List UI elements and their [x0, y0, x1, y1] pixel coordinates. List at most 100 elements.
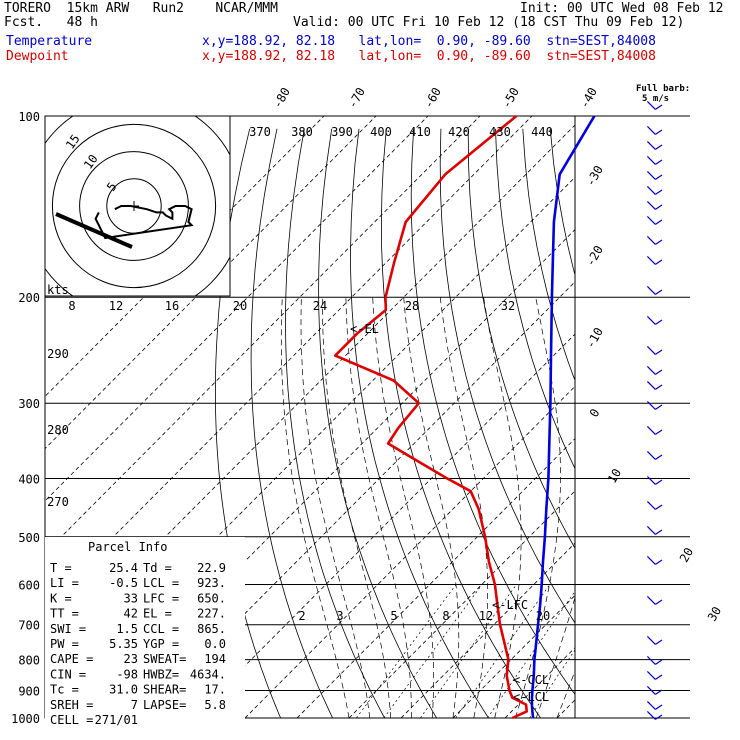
wind-barb	[646, 215, 663, 225]
parcel-value: 33	[124, 591, 138, 605]
barb-flag	[646, 155, 656, 165]
plot-frame	[44, 115, 576, 719]
dry-adiabat	[549, 128, 575, 277]
barb-flag	[646, 555, 656, 565]
barb-flag	[646, 655, 656, 665]
barb-flag	[646, 170, 656, 180]
wind-barb	[646, 380, 663, 390]
parcel-key: LAPSE=	[143, 698, 186, 712]
wind-barb	[646, 655, 663, 665]
barb-flag	[646, 345, 656, 355]
wind-barb	[646, 425, 663, 435]
barb-shaft	[655, 479, 663, 485]
isotherm-label: -50	[499, 85, 522, 111]
barb-shaft	[655, 104, 663, 110]
barb-shaft	[655, 404, 663, 410]
legend-temperature: Temperature	[6, 34, 93, 49]
parcel-key: YGP =	[143, 637, 179, 651]
theta-label: 370	[249, 125, 271, 139]
speed-tick-label: 8	[68, 299, 75, 313]
barb-shaft	[655, 639, 663, 645]
barb-shaft	[655, 384, 663, 390]
isotherm-label: -20	[583, 243, 606, 269]
dry-adiabat	[467, 128, 575, 550]
wind-barb	[646, 140, 663, 150]
barb-flag	[646, 635, 656, 645]
barb-flag	[646, 100, 656, 110]
location-dew: x,y=188.92, 82.18 lat,lon= 0.90, -89.60 …	[202, 49, 656, 64]
barb-flag	[646, 200, 656, 210]
pressure-tick-label: 800	[18, 654, 40, 668]
theta-label: 440	[531, 125, 553, 139]
barb-shaft	[655, 504, 663, 510]
pressure-tick-label: 300	[18, 397, 40, 411]
theta-label: 410	[409, 125, 431, 139]
wind-barb	[646, 400, 663, 410]
profile-dewpoint	[333, 114, 528, 720]
barb-shaft	[655, 289, 663, 295]
isotherm-label: -80	[270, 85, 293, 111]
wind-barb	[646, 475, 663, 485]
parcel-key: CCL =	[143, 622, 179, 636]
moist-adiabat	[300, 297, 371, 718]
parcel-key: SWEAT=	[143, 652, 186, 666]
moist-adiabat	[439, 297, 488, 718]
barb-shaft	[655, 659, 663, 665]
dry-adiabat	[522, 128, 575, 382]
dry-adiabat	[659, 129, 740, 731]
isotherm-line	[45, 116, 429, 502]
barb-shaft	[655, 704, 663, 710]
pressure-tick-label: 500	[18, 531, 40, 545]
theta-label: 420	[448, 125, 470, 139]
dry-adiabat	[285, 128, 386, 718]
wind-barb	[646, 285, 663, 295]
parcel-value: 31.0	[109, 683, 138, 697]
wind-barb	[646, 450, 663, 460]
barb-shaft	[655, 429, 663, 435]
wind-barb	[646, 235, 663, 245]
barb-shaft	[655, 369, 663, 375]
isotherm-line	[296, 438, 575, 718]
speed-tick-label: 12	[109, 299, 123, 313]
barb-shaft	[655, 204, 663, 210]
hodograph-ring-label: 10	[81, 152, 101, 172]
theta-label: 400	[370, 125, 392, 139]
barb-flag	[646, 700, 656, 710]
wind-barb	[646, 525, 663, 535]
parcel-value: 4634.	[190, 667, 226, 681]
theta-label: 270	[47, 495, 69, 509]
pressure-tick-label: 200	[18, 291, 40, 305]
barb-flag	[646, 140, 656, 150]
profile-temperature	[530, 115, 596, 719]
isotherm-line	[45, 116, 533, 607]
moist-adiabat	[372, 297, 434, 718]
isotherm-line	[45, 116, 377, 450]
parcel-value: 23	[124, 652, 138, 666]
parcel-key: SWI =	[50, 622, 86, 636]
speed-tick-label: 24	[313, 299, 327, 313]
isotherm-label: -40	[577, 85, 600, 111]
parcel-key: Td =	[143, 561, 172, 575]
dry-adiabat	[439, 128, 575, 624]
barb-units: 5 m/s	[642, 94, 670, 104]
parcel-value: 1.5	[116, 622, 138, 636]
theta-label: 430	[489, 125, 511, 139]
parcel-value: 7	[131, 698, 138, 712]
hodograph-ring	[79, 151, 189, 261]
barb-flag	[646, 365, 656, 375]
barb-flag	[646, 425, 656, 435]
wind-barb	[646, 155, 663, 165]
pressure-tick-label: 100	[18, 110, 40, 124]
barb-flag	[646, 685, 656, 695]
theta-label: 390	[331, 125, 353, 139]
dry-adiabat	[380, 128, 542, 718]
barb-shaft	[655, 174, 663, 180]
parcel-key: SREH =	[50, 698, 93, 712]
moist-adiabat	[280, 297, 350, 718]
theta-label: 280	[47, 423, 69, 437]
isotherm-line	[244, 385, 575, 718]
parcel-value: 650.	[197, 591, 226, 605]
barb-shaft	[655, 529, 663, 535]
hodograph-ring	[51, 123, 217, 289]
